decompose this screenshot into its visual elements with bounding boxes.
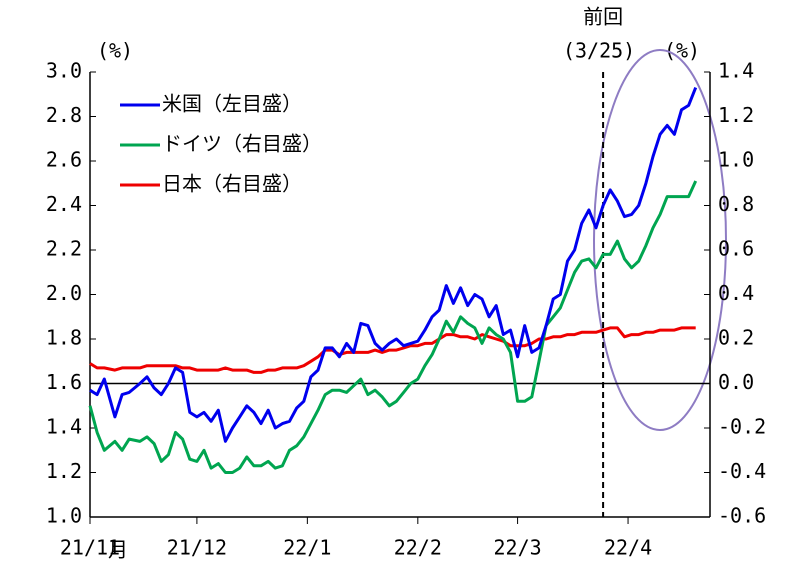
y2-tick-label: -0.4 — [718, 459, 766, 483]
x-tick-label: 21/11 — [60, 536, 120, 560]
x-tick-label: 22/4 — [604, 536, 652, 560]
y2-tick-label: 0.6 — [718, 237, 754, 261]
legend-label: 日本（右目盛） — [162, 172, 302, 196]
x-unit: 月 — [108, 538, 128, 562]
y2-tick-label: 0.4 — [718, 281, 754, 305]
y-tick-label: 2.8 — [46, 103, 82, 127]
y2-tick-label: 0.2 — [718, 326, 754, 350]
y2-tick-label: 1.2 — [718, 103, 754, 127]
x-tick-label: 22/1 — [283, 536, 331, 560]
y-tick-label: 2.4 — [46, 192, 82, 216]
x-tick-label: 22/3 — [494, 536, 542, 560]
y2-tick-label: 1.0 — [718, 148, 754, 172]
y2-tick-label: 0.8 — [718, 192, 754, 216]
y-tick-label: 1.8 — [46, 326, 82, 350]
series-line — [89, 87, 698, 443]
y-tick-label: 3.0 — [46, 59, 82, 83]
y-tick-label: 2.6 — [46, 148, 82, 172]
legend-label: 米国（左目盛） — [162, 92, 302, 116]
reference-label: 前回 — [583, 5, 623, 29]
y-tick-label: 1.0 — [46, 504, 82, 528]
highlight-ellipse — [593, 49, 727, 431]
series-line — [89, 326, 696, 374]
y2-tick-label: 0.0 — [718, 370, 754, 394]
y-tick-label: 2.2 — [46, 237, 82, 261]
x-tick-label: 22/2 — [394, 536, 442, 560]
y-tick-label: 1.2 — [46, 459, 82, 483]
legend-label: ドイツ（右目盛） — [162, 132, 322, 156]
y-tick-label: 1.6 — [46, 370, 82, 394]
y-tick-label: 1.4 — [46, 415, 82, 439]
y2-tick-label: 1.4 — [718, 59, 754, 83]
series-line — [88, 180, 698, 474]
y2-tick-label: -0.2 — [718, 415, 766, 439]
right-unit: (%) — [664, 39, 700, 63]
left-unit: (%) — [97, 39, 133, 63]
y-tick-label: 2.0 — [46, 281, 82, 305]
y2-tick-label: -0.6 — [718, 504, 766, 528]
reference-sublabel: (3/25) — [563, 39, 635, 63]
x-tick-label: 21/12 — [167, 536, 227, 560]
